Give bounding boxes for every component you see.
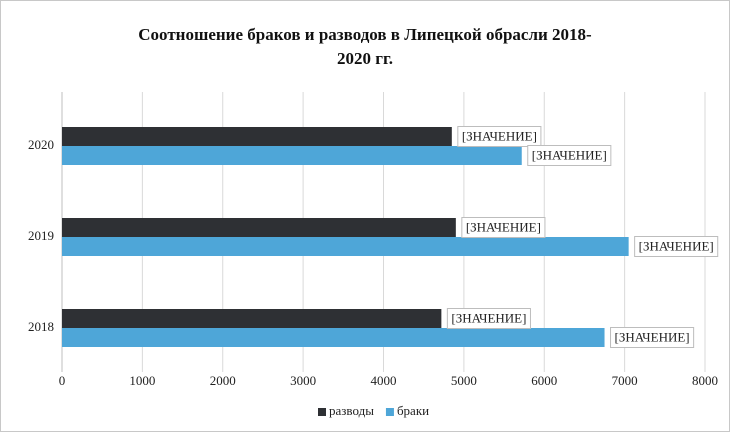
- bar: [62, 237, 629, 256]
- data-label: [ЗНАЧЕНИЕ]: [532, 147, 607, 162]
- x-tick-label: 4000: [371, 373, 397, 388]
- data-label-box: [446, 308, 531, 329]
- bar: [62, 328, 605, 347]
- data-label-box: [634, 236, 719, 257]
- bar: [62, 146, 522, 165]
- legend-label: браки: [397, 403, 429, 418]
- x-tick-label: 3000: [290, 373, 316, 388]
- y-tick-label: 2018: [28, 319, 54, 334]
- data-label-box: [457, 126, 542, 147]
- data-label: [ЗНАЧЕНИЕ]: [451, 310, 526, 325]
- y-tick-label: 2019: [28, 228, 54, 243]
- bar: [62, 218, 456, 237]
- data-label-box: [527, 145, 612, 166]
- x-tick-label: 8000: [692, 373, 718, 388]
- y-tick-label: 2020: [28, 137, 54, 152]
- data-label: [ЗНАЧЕНИЕ]: [639, 238, 714, 253]
- data-label-box: [610, 327, 695, 348]
- x-tick-label: 5000: [451, 373, 477, 388]
- x-tick-label: 7000: [612, 373, 638, 388]
- bar: [62, 127, 452, 146]
- data-label-box: [461, 217, 546, 238]
- chart-title: Соотношение браков и разводов в Липецкой…: [138, 25, 592, 44]
- chart-title: 2020 гг.: [337, 49, 393, 68]
- bar: [62, 309, 442, 328]
- x-tick-label: 2000: [210, 373, 236, 388]
- x-tick-label: 1000: [129, 373, 155, 388]
- legend-label: разводы: [329, 403, 374, 418]
- x-tick-label: 6000: [531, 373, 557, 388]
- data-label: [ЗНАЧЕНИЕ]: [462, 128, 537, 143]
- data-label: [ЗНАЧЕНИЕ]: [466, 219, 541, 234]
- x-tick-label: 0: [59, 373, 66, 388]
- data-label: [ЗНАЧЕНИЕ]: [615, 329, 690, 344]
- legend-swatch: [318, 408, 326, 416]
- legend-swatch: [385, 408, 394, 416]
